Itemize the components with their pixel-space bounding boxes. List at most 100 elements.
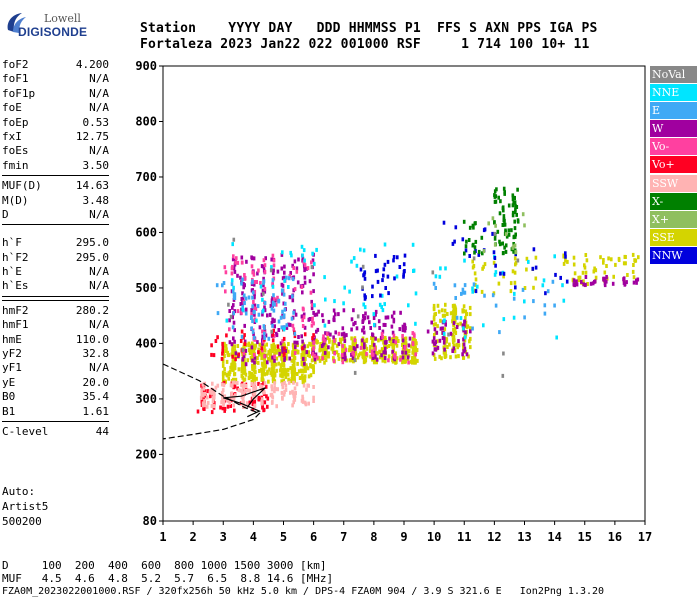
data-point-sse (231, 347, 234, 351)
data-point-e (546, 289, 550, 294)
data-point-x- (523, 223, 526, 228)
data-point-sse (435, 339, 439, 344)
data-point-ssw (208, 390, 212, 395)
data-point-vo- (393, 354, 396, 359)
data-point-w (593, 279, 596, 284)
data-point-sse (392, 345, 395, 350)
data-point-sse (454, 331, 458, 335)
data-point-nnw (398, 265, 402, 269)
data-point-ssw (246, 388, 250, 393)
data-point-e (251, 295, 254, 300)
data-point-vo- (237, 352, 241, 357)
data-point-sse (263, 348, 267, 353)
data-point-sse (282, 360, 285, 365)
data-point-vo- (413, 333, 416, 338)
data-point-sse (252, 368, 256, 372)
data-point-w (273, 318, 276, 323)
data-point-vo- (233, 408, 236, 413)
data-point-x- (464, 244, 468, 249)
data-point-e (243, 293, 246, 298)
data-point-sse (411, 350, 414, 355)
data-point-vo- (263, 286, 267, 291)
data-point-vo- (225, 333, 228, 338)
data-point-ssw (292, 380, 295, 385)
param-value: 295.0 (75, 250, 109, 264)
data-point-ssw (263, 390, 266, 395)
data-point-vo- (407, 360, 410, 365)
data-point-w (383, 356, 387, 360)
data-point-w (240, 255, 244, 260)
data-point-x- (513, 234, 517, 239)
data-point-ssw (276, 387, 279, 392)
data-point-x- (512, 242, 515, 246)
data-point-sse (379, 355, 382, 360)
data-point-sse (302, 368, 306, 373)
data-point-sse (321, 350, 325, 355)
data-point-sse (234, 377, 238, 382)
data-point-x- (498, 239, 501, 244)
data-point-x- (474, 239, 478, 244)
data-point-sse (354, 342, 357, 346)
data-point-sse (413, 346, 417, 351)
data-point-sse (582, 279, 585, 284)
data-point-vo- (253, 399, 257, 404)
data-point-w (350, 327, 353, 332)
data-point-w (244, 307, 248, 312)
data-point-w (264, 333, 268, 338)
data-point-sse (223, 343, 227, 348)
data-point-x- (497, 195, 500, 200)
data-point-w (341, 326, 345, 331)
data-point-w (572, 278, 576, 283)
data-point-sse (312, 344, 315, 349)
data-point-vo- (209, 394, 212, 399)
legend-entry-ssw: SSW (650, 174, 697, 192)
data-point-sse (289, 366, 292, 371)
data-point-w (316, 327, 320, 332)
data-point-x- (512, 195, 516, 200)
y-tick-label: 200 (135, 447, 157, 461)
data-point-x- (494, 199, 498, 204)
data-point-sse (444, 337, 447, 342)
data-point-w (283, 264, 286, 269)
data-point-nne (225, 318, 229, 323)
data-point-w (356, 344, 359, 349)
data-point-nne (555, 335, 558, 340)
data-point-vo- (311, 336, 314, 341)
data-point-w (372, 350, 376, 355)
data-point-vo- (310, 260, 313, 265)
data-point-vo- (341, 353, 344, 357)
data-point-sse (233, 372, 237, 377)
data-point-w (302, 356, 305, 361)
data-point-sse (471, 259, 474, 264)
data-point-ssw (293, 386, 297, 391)
data-point-sse (321, 353, 324, 358)
data-point-sse (227, 371, 231, 376)
data-point-sse (577, 275, 580, 280)
data-point-sse (459, 321, 462, 326)
data-point-ssw (232, 403, 235, 408)
data-point-vo- (216, 335, 219, 340)
data-point-sse (335, 343, 339, 348)
param-value: 3.50 (82, 158, 110, 172)
data-point-nne (323, 323, 327, 328)
data-point-ssw (231, 383, 234, 388)
data-point-vo- (200, 383, 203, 388)
data-point-noval (447, 332, 450, 337)
data-point-vo- (203, 389, 207, 394)
data-point-w (271, 317, 274, 322)
data-point-sse (296, 350, 300, 355)
data-point-w (317, 309, 320, 314)
data-point-sse (444, 351, 447, 356)
data-point-vo- (212, 353, 216, 358)
data-point-w (366, 315, 370, 320)
data-point-w (382, 322, 386, 327)
data-point-sse (371, 341, 374, 346)
data-point-sse (221, 359, 225, 364)
param-label: yE (2, 375, 16, 389)
data-point-sse (474, 277, 478, 282)
data-point-e (523, 315, 526, 320)
data-point-sse (352, 359, 355, 364)
data-point-w (253, 312, 256, 317)
data-point-w (233, 339, 236, 344)
data-point-w (334, 312, 337, 317)
